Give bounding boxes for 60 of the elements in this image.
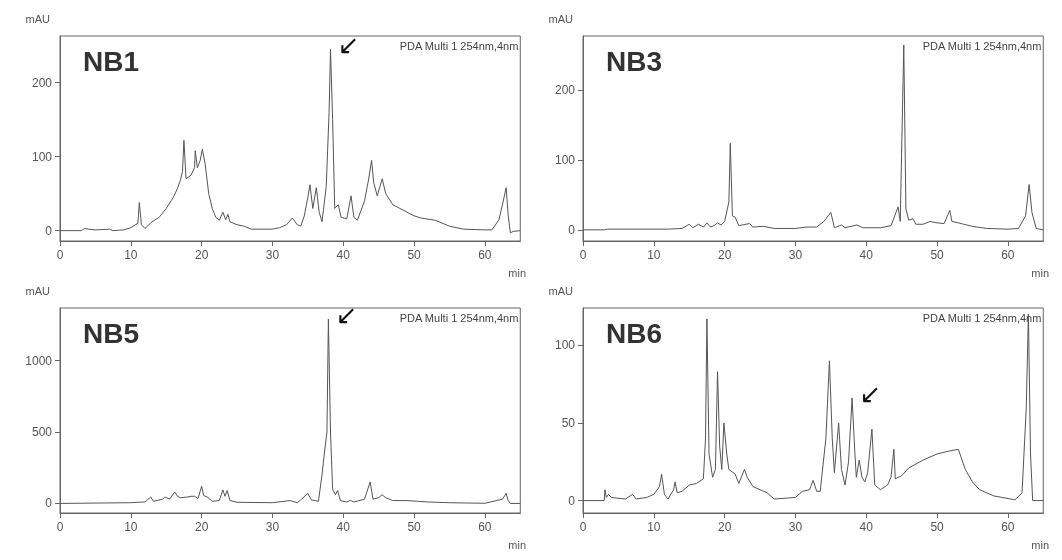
x-tick-label: 60: [1001, 520, 1015, 534]
x-tick-label: 20: [194, 248, 209, 262]
x-tick-label: 10: [124, 248, 138, 262]
annotation: ↙: [859, 379, 881, 410]
line-series: [582, 44, 1044, 231]
y-tick-label: 100: [554, 338, 576, 353]
y-tick-label: 500: [31, 425, 53, 439]
line-series: [582, 313, 1044, 502]
y-axis-title: mAU: [25, 284, 51, 297]
x-tick-label: 0: [56, 248, 64, 262]
x-tick-label: 0: [579, 520, 587, 534]
y-tick-label: 200: [31, 75, 53, 90]
x-axis-title: min: [1031, 538, 1050, 551]
x-axis-title: min: [508, 266, 527, 279]
chart-title: NB1: [83, 45, 140, 77]
y-axis-title: mAU: [548, 284, 574, 297]
x-tick-label: 50: [407, 520, 422, 534]
y-axis-title: mAU: [548, 12, 574, 25]
annotation: ↙: [335, 300, 358, 331]
x-tick-label: 40: [859, 248, 874, 262]
x-tick-label: 10: [124, 520, 138, 534]
y-tick-label: 0: [45, 223, 53, 238]
x-axis-title: min: [1031, 266, 1050, 279]
x-tick-label: 30: [265, 520, 280, 534]
y-tick-label: 0: [568, 493, 576, 508]
x-tick-label: 60: [1001, 248, 1015, 262]
annotation: PDA Multi 1 254nm,4nm: [399, 39, 519, 52]
y-tick-label: 50: [561, 415, 576, 430]
x-tick-label: 10: [647, 520, 661, 534]
chart-title: NB5: [83, 317, 140, 349]
y-axis-title: mAU: [25, 12, 51, 25]
x-tick-label: 40: [336, 520, 351, 534]
x-tick-label: 20: [717, 248, 732, 262]
y-tick-label: 200: [554, 83, 576, 98]
y-tick-label: 100: [31, 149, 53, 164]
x-tick-label: 20: [194, 520, 209, 534]
x-tick-label: 30: [788, 248, 803, 262]
y-tick-label: 0: [45, 496, 53, 511]
x-tick-label: 0: [56, 520, 64, 534]
chart-title: NB6: [606, 317, 663, 349]
x-axis-title: min: [508, 538, 527, 551]
y-tick-label: 100: [554, 153, 576, 168]
x-tick-label: 50: [930, 520, 945, 534]
chart-title: NB3: [606, 45, 663, 77]
x-tick-label: 0: [579, 248, 587, 262]
x-tick-label: 20: [717, 520, 732, 534]
x-tick-label: 60: [478, 520, 492, 534]
x-tick-label: 30: [265, 248, 280, 262]
x-tick-label: 60: [478, 248, 492, 262]
x-tick-label: 40: [859, 520, 874, 534]
annotation: PDA Multi 1 254nm,4nm: [399, 311, 519, 324]
x-tick-label: 30: [788, 520, 803, 534]
x-tick-label: 50: [407, 248, 422, 262]
x-tick-label: 50: [930, 248, 945, 262]
x-tick-label: 40: [336, 248, 351, 262]
x-tick-label: 10: [647, 248, 661, 262]
y-tick-label: 0: [568, 222, 576, 237]
annotation: PDA Multi 1 254nm,4nm: [922, 39, 1042, 52]
annotation: ↙: [337, 30, 360, 61]
y-tick-label: 1000: [25, 353, 53, 368]
